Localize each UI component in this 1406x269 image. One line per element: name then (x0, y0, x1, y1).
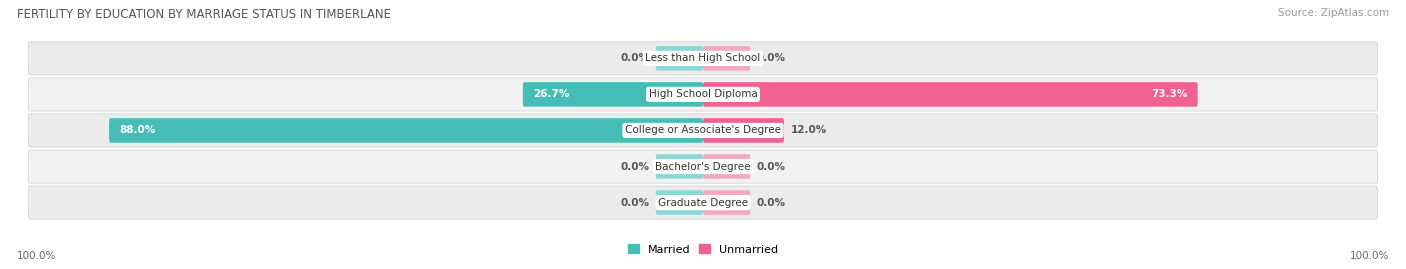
FancyBboxPatch shape (703, 190, 751, 215)
Text: College or Associate's Degree: College or Associate's Degree (626, 125, 780, 136)
FancyBboxPatch shape (28, 186, 1378, 219)
FancyBboxPatch shape (110, 118, 703, 143)
Text: 88.0%: 88.0% (120, 125, 156, 136)
FancyBboxPatch shape (28, 150, 1378, 183)
Text: 0.0%: 0.0% (756, 53, 786, 63)
FancyBboxPatch shape (28, 78, 1378, 111)
FancyBboxPatch shape (655, 154, 703, 179)
Text: Graduate Degree: Graduate Degree (658, 197, 748, 208)
FancyBboxPatch shape (655, 190, 703, 215)
Text: 0.0%: 0.0% (756, 161, 786, 172)
Text: 0.0%: 0.0% (620, 197, 650, 208)
FancyBboxPatch shape (703, 46, 751, 71)
Text: 100.0%: 100.0% (1350, 251, 1389, 261)
Text: 0.0%: 0.0% (620, 161, 650, 172)
Text: 0.0%: 0.0% (756, 197, 786, 208)
Text: Less than High School: Less than High School (645, 53, 761, 63)
Text: 0.0%: 0.0% (620, 53, 650, 63)
Text: 26.7%: 26.7% (533, 89, 569, 100)
Text: 12.0%: 12.0% (790, 125, 827, 136)
Text: High School Diploma: High School Diploma (648, 89, 758, 100)
FancyBboxPatch shape (703, 154, 751, 179)
Text: 100.0%: 100.0% (17, 251, 56, 261)
FancyBboxPatch shape (703, 118, 785, 143)
FancyBboxPatch shape (523, 82, 703, 107)
Text: FERTILITY BY EDUCATION BY MARRIAGE STATUS IN TIMBERLANE: FERTILITY BY EDUCATION BY MARRIAGE STATU… (17, 8, 391, 21)
Text: Source: ZipAtlas.com: Source: ZipAtlas.com (1278, 8, 1389, 18)
FancyBboxPatch shape (655, 46, 703, 71)
FancyBboxPatch shape (28, 42, 1378, 75)
FancyBboxPatch shape (28, 114, 1378, 147)
Legend: Married, Unmarried: Married, Unmarried (627, 244, 779, 255)
FancyBboxPatch shape (703, 82, 1198, 107)
Text: Bachelor's Degree: Bachelor's Degree (655, 161, 751, 172)
Text: 73.3%: 73.3% (1152, 89, 1188, 100)
